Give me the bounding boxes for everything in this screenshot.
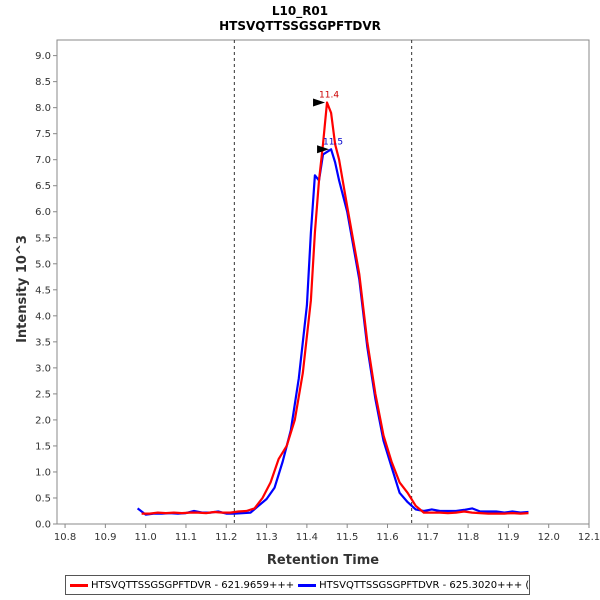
peak-markers: 11.4 11.5 [313, 90, 343, 154]
legend-label-heavy: HTSVQTTSSGSGPFTDVR - 625.3020+++ (heavy) [319, 579, 530, 591]
x-tick-label: 11.4 [296, 532, 318, 543]
legend-item-light: HTSVQTTSSGSGPFTDVR - 621.9659+++ [70, 580, 294, 591]
y-tick-label: 8.5 [35, 77, 51, 88]
chart-title: L10_R01 [271, 4, 329, 18]
x-tick-label: 11.7 [417, 532, 439, 543]
chromatogram-chart: 10.8 10.9 11.0 11.1 11.2 11.3 11.4 11.5 11.6 11.7… [15, 39, 600, 568]
x-tick-label: 12.1 [578, 532, 600, 543]
legend: HTSVQTTSSGSGPFTDVR - 621.9659+++ HTSVQTT… [65, 575, 530, 595]
y-tick-label: 1.0 [35, 467, 51, 478]
peak-arrow [317, 145, 330, 154]
y-tick-label: 5.0 [35, 259, 51, 270]
axes: 10.8 10.9 11.0 11.1 11.2 11.3 11.4 11.5 11.6 11.7… [35, 39, 600, 543]
y-tick-label: 2.5 [35, 389, 51, 400]
x-tick-label: 11.6 [376, 532, 398, 543]
y-tick-label: 5.5 [35, 233, 51, 244]
x-tick-label: 10.8 [54, 532, 76, 543]
legend-label-light: HTSVQTTSSGSGPFTDVR - 621.9659+++ [91, 579, 295, 591]
x-axis-title: Retention Time [267, 553, 379, 568]
x-tick-label: 12.0 [538, 532, 560, 543]
y-tick-label: 4.5 [35, 285, 51, 296]
series-lines [136, 101, 529, 516]
legend-swatch-heavy [298, 583, 317, 587]
chart-subtitle: HTSVQTTSSGSGPFTDVR [219, 19, 381, 33]
x-tick-label: 11.8 [457, 532, 479, 543]
peak-label: 11.4 [319, 90, 339, 100]
series-line-heavy [136, 148, 529, 516]
series-line-light [141, 101, 529, 515]
legend-item-heavy: HTSVQTTSSGSGPFTDVR - 625.3020+++ (heavy) [298, 579, 530, 591]
legend-swatch-light [70, 583, 88, 587]
y-tick-label: 1.5 [35, 441, 51, 452]
y-axis-title: Intensity 10^3 [15, 235, 30, 343]
y-tick-label: 9.0 [35, 51, 51, 62]
x-tick-label: 10.9 [94, 532, 116, 543]
x-tick-label: 11.9 [497, 532, 519, 543]
y-tick-label: 0.0 [35, 520, 51, 531]
y-tick-label: 6.0 [35, 207, 51, 218]
y-tick-label: 4.0 [35, 311, 51, 322]
y-tick-label: 3.0 [35, 363, 51, 374]
plot-frame [56, 39, 590, 525]
y-tick-label: 6.5 [35, 181, 51, 192]
y-tick-label: 2.0 [35, 415, 51, 426]
y-tick-label: 0.5 [35, 493, 51, 504]
x-tick-label: 11.0 [135, 532, 157, 543]
y-tick-label: 7.5 [35, 129, 51, 140]
x-tick-label: 11.5 [336, 532, 358, 543]
x-tick-label: 11.3 [255, 532, 277, 543]
x-tick-label: 11.1 [175, 532, 197, 543]
integration-boundaries [233, 40, 413, 524]
peak-label: 11.5 [323, 137, 343, 147]
x-tick-label: 11.2 [215, 532, 237, 543]
y-tick-label: 7.0 [35, 155, 51, 166]
y-tick-label: 3.5 [35, 337, 51, 348]
y-tick-label: 8.0 [35, 103, 51, 114]
peak-arrow [313, 98, 326, 107]
